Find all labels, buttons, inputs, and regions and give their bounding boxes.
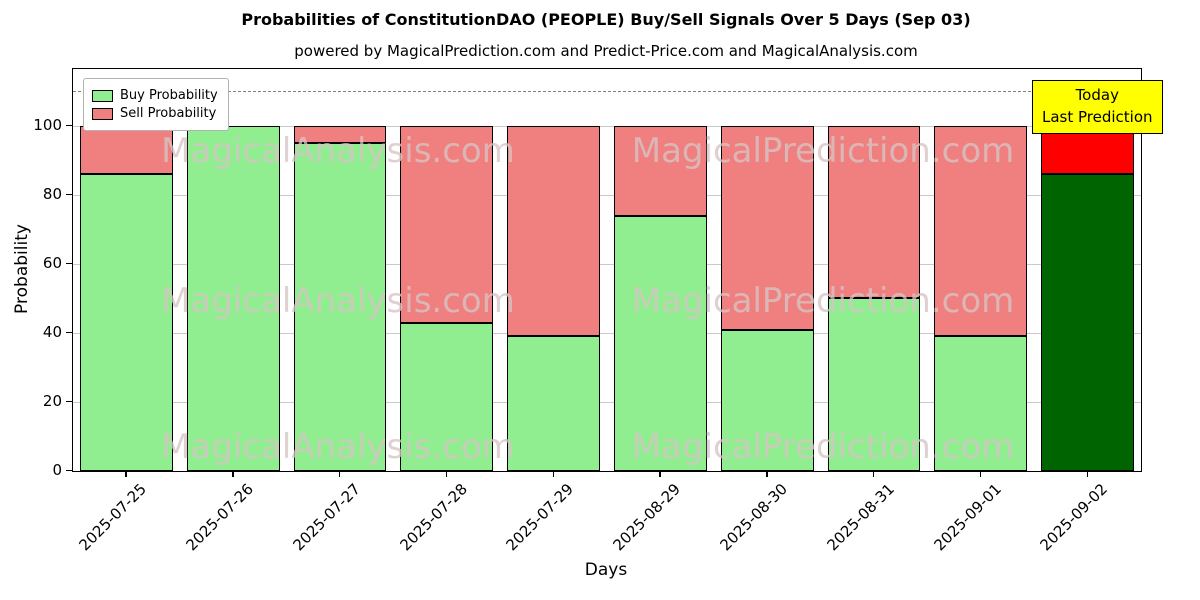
bar-buy-segment bbox=[293, 143, 387, 471]
x-tick-label: 2025-08-31 bbox=[823, 480, 898, 555]
gridline bbox=[73, 332, 1141, 334]
bar-buy-segment bbox=[507, 336, 601, 471]
legend-item-buy: Buy Probability bbox=[92, 88, 218, 103]
gridline bbox=[73, 401, 1141, 403]
bar-buy-segment bbox=[613, 215, 707, 471]
x-tick-label: 2025-07-26 bbox=[182, 480, 257, 555]
y-tick-mark bbox=[66, 331, 72, 334]
y-tick-label: 60 bbox=[42, 253, 62, 272]
x-tick-label: 2025-07-25 bbox=[75, 480, 151, 555]
gridline bbox=[73, 125, 1141, 127]
y-tick-mark bbox=[66, 193, 72, 196]
today-annotation: Today Last Prediction bbox=[1032, 80, 1163, 134]
x-tick-mark bbox=[766, 471, 768, 477]
bar-buy-segment bbox=[400, 322, 494, 471]
gridline bbox=[73, 263, 1141, 265]
y-tick-mark bbox=[66, 400, 72, 403]
plot-area: MagicalAnalysis.com MagicalPrediction.co… bbox=[72, 68, 1142, 472]
y-tick-mark bbox=[66, 470, 72, 472]
annotation-line1: Today bbox=[1075, 86, 1119, 104]
legend-label-buy: Buy Probability bbox=[120, 88, 218, 103]
bar-sell-segment bbox=[293, 125, 387, 144]
y-tick-label: 100 bbox=[33, 115, 62, 134]
x-tick-mark bbox=[552, 471, 554, 477]
x-tick-mark bbox=[445, 471, 448, 477]
x-tick-mark bbox=[232, 471, 234, 477]
bar-sell-segment bbox=[827, 125, 921, 299]
buy-color-swatch bbox=[92, 89, 113, 102]
x-tick-label: 2025-09-02 bbox=[1036, 480, 1112, 555]
x-tick-label: 2025-07-27 bbox=[289, 480, 364, 555]
x-tick-mark bbox=[659, 471, 661, 477]
dashed-threshold-line bbox=[73, 91, 1141, 93]
y-tick-label: 40 bbox=[42, 322, 62, 341]
legend-label-sell: Sell Probability bbox=[120, 106, 217, 121]
gridline bbox=[73, 194, 1141, 196]
bar-sell-segment bbox=[400, 125, 494, 323]
bar-sell-segment bbox=[79, 125, 173, 175]
x-tick-label: 2025-08-29 bbox=[609, 480, 685, 555]
bar-sell-segment bbox=[507, 125, 601, 337]
x-tick-mark bbox=[1086, 471, 1088, 477]
bar-buy-segment bbox=[1041, 174, 1135, 471]
annotation-line2: Last Prediction bbox=[1042, 107, 1153, 126]
bar-sell-segment bbox=[613, 125, 707, 216]
bar-buy-segment bbox=[720, 329, 814, 471]
x-tick-mark bbox=[125, 471, 127, 477]
y-tick-mark bbox=[66, 262, 72, 265]
y-tick-label: 80 bbox=[42, 184, 62, 203]
y-tick-mark bbox=[66, 124, 72, 127]
y-tick-label: 0 bbox=[52, 461, 62, 479]
sell-color-swatch bbox=[92, 107, 113, 120]
bar-buy-segment bbox=[79, 174, 173, 471]
bar-sell-segment bbox=[934, 125, 1028, 337]
x-tick-label: 2025-07-29 bbox=[502, 480, 578, 555]
x-tick-label: 2025-08-30 bbox=[716, 480, 791, 555]
x-tick-label: 2025-07-28 bbox=[396, 480, 471, 555]
x-axis-label: Days bbox=[584, 560, 628, 580]
x-tick-mark bbox=[339, 471, 341, 477]
y-tick-label: 20 bbox=[42, 391, 62, 410]
chart-subtitle: powered by MagicalPrediction.com and Pre… bbox=[294, 42, 918, 60]
chart-title: Probabilities of ConstitutionDAO (PEOPLE… bbox=[241, 10, 971, 29]
x-tick-mark bbox=[979, 471, 982, 477]
legend: Buy Probability Sell Probability bbox=[83, 78, 229, 131]
bar-buy-segment bbox=[827, 298, 921, 471]
bar-sell-segment bbox=[720, 125, 814, 330]
legend-item-sell: Sell Probability bbox=[92, 106, 218, 121]
bar-buy-segment bbox=[934, 336, 1028, 471]
x-tick-label: 2025-09-01 bbox=[930, 480, 1005, 555]
bar-buy-segment bbox=[186, 125, 280, 471]
x-tick-mark bbox=[873, 471, 875, 477]
